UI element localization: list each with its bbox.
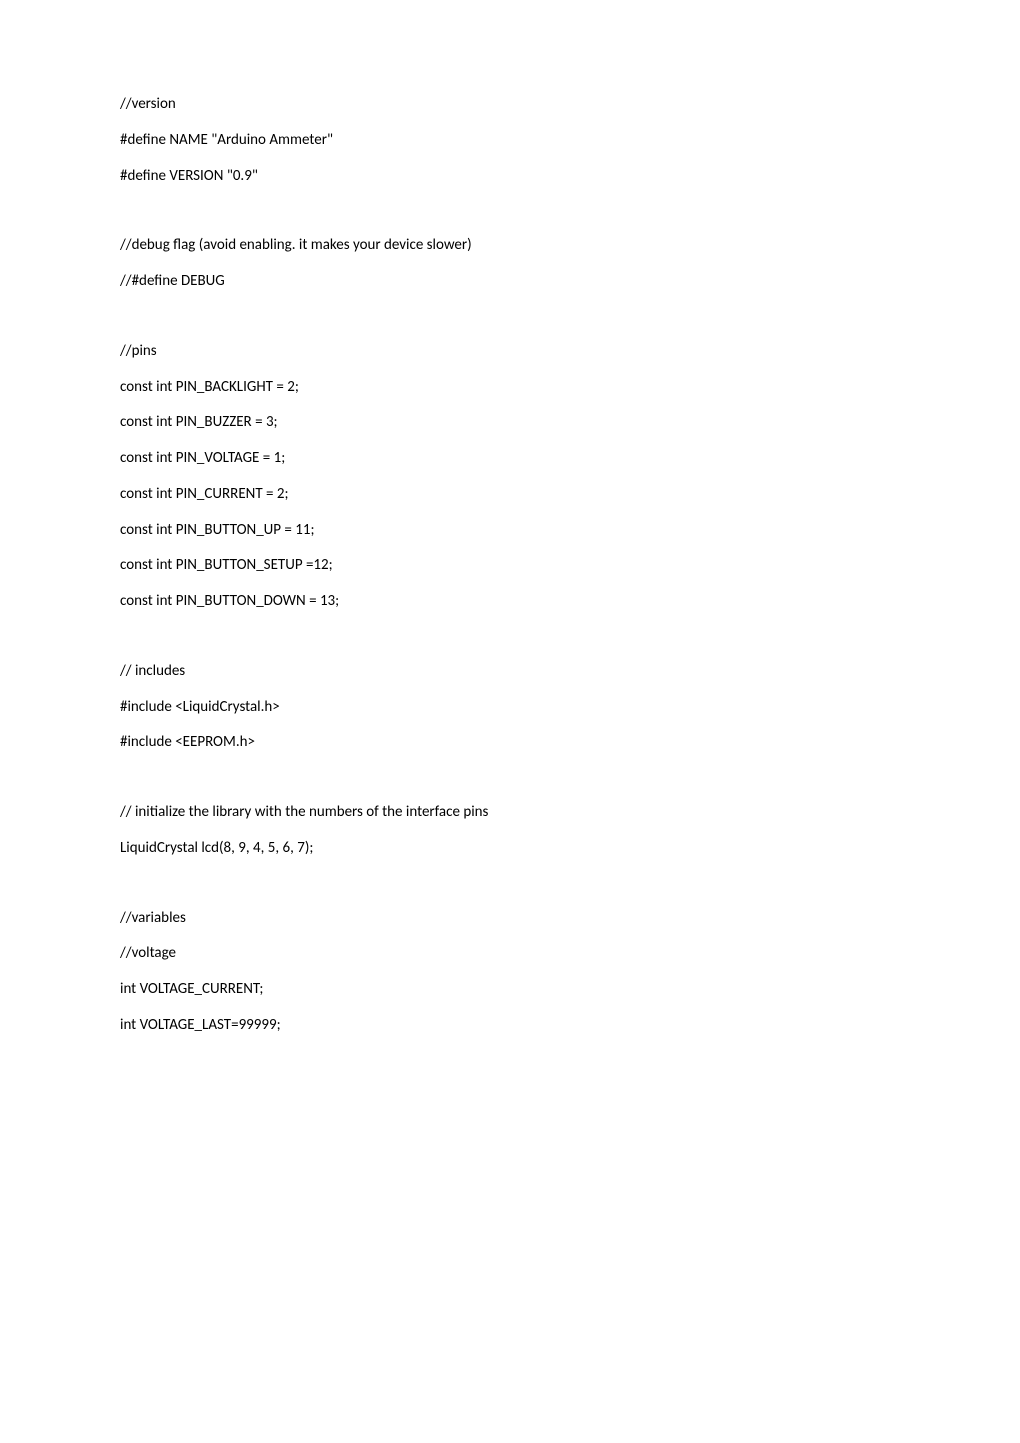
code-line: int VOLTAGE_CURRENT; [120,980,900,999]
code-line: const int PIN_BACKLIGHT = 2; [120,378,900,397]
code-line: const int PIN_CURRENT = 2; [120,485,900,504]
blank-line [120,308,900,325]
code-line: //variables [120,909,900,928]
blank-line [120,628,900,645]
code-line: //pins [120,342,900,361]
document-page: //version #define NAME "Arduino Ammeter"… [0,0,1020,1443]
code-line: // includes [120,662,900,681]
code-line: //#define DEBUG [120,272,900,291]
code-line: const int PIN_BUZZER = 3; [120,413,900,432]
code-line: //debug flag (avoid enabling. it makes y… [120,236,900,255]
code-line: #define VERSION "0.9" [120,167,900,186]
code-line: //version [120,95,900,114]
code-line: const int PIN_BUTTON_UP = 11; [120,521,900,540]
code-line: // initialize the library with the numbe… [120,803,900,822]
code-line: //voltage [120,944,900,963]
code-line: const int PIN_BUTTON_SETUP =12; [120,556,900,575]
code-line: const int PIN_BUTTON_DOWN = 13; [120,592,900,611]
code-line: LiquidCrystal lcd(8, 9, 4, 5, 6, 7); [120,839,900,858]
code-line: #include <EEPROM.h> [120,733,900,752]
code-line: #define NAME "Arduino Ammeter" [120,131,900,150]
blank-line [120,769,900,786]
code-line: #include <LiquidCrystal.h> [120,698,900,717]
blank-line [120,202,900,219]
blank-line [120,875,900,892]
code-line: const int PIN_VOLTAGE = 1; [120,449,900,468]
code-line: int VOLTAGE_LAST=99999; [120,1016,900,1035]
